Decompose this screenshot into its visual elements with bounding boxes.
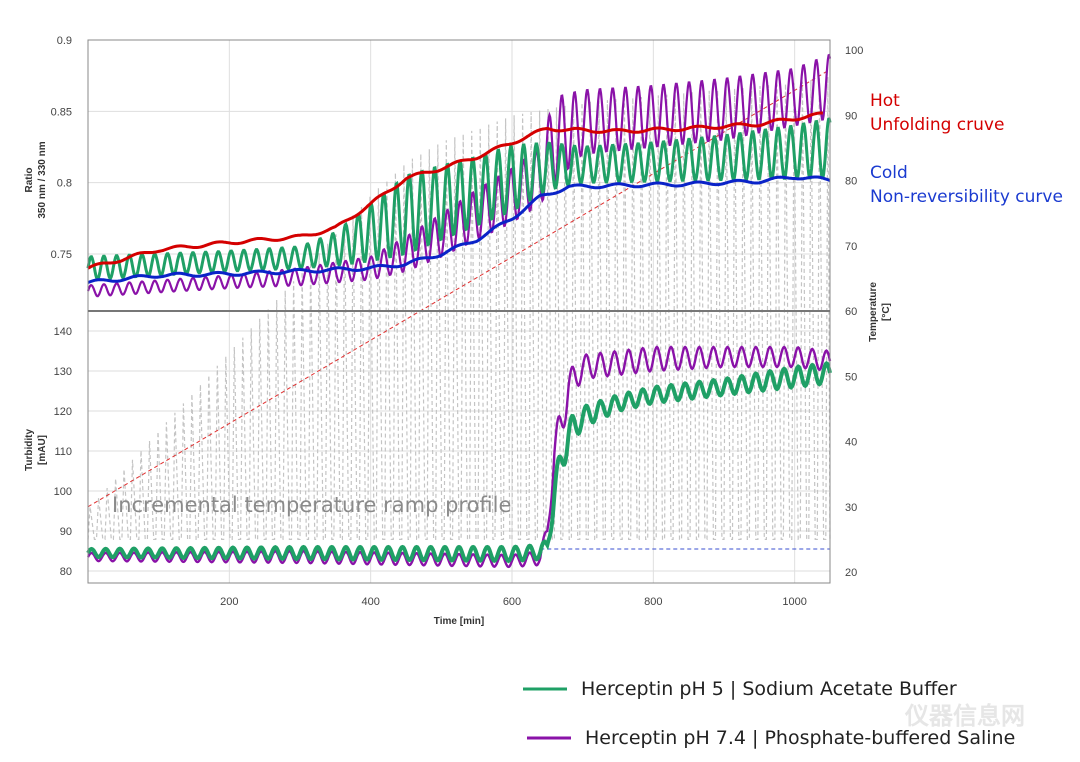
top-y-tick-label-0.9: 0.9 xyxy=(57,35,72,47)
bottom-y-tick-label-110: 110 xyxy=(54,446,72,458)
x-tick-label-600: 600 xyxy=(503,596,521,608)
bottom-y-tick-label-140: 140 xyxy=(54,326,72,338)
annotation-ramp-profile: Incremental temperature ramp profile xyxy=(112,493,511,517)
y2-axis-title-temperature-units: [°C] xyxy=(881,303,892,321)
legend: Herceptin pH 5 | Sodium Acetate Buffer H… xyxy=(523,678,1015,749)
temp-tick-label-90: 90 xyxy=(845,110,857,122)
y-axis-title-ratio: Ratio xyxy=(24,168,35,193)
temp-tick-label-30: 30 xyxy=(845,502,857,514)
bottom-y-tick-label-100: 100 xyxy=(54,486,72,498)
watermark-logo-text: 仪器信息网 xyxy=(904,702,1025,730)
x-tick-label-800: 800 xyxy=(644,596,662,608)
bottom-series-ph5 xyxy=(86,360,832,564)
bottom-y-tick-label-120: 120 xyxy=(54,406,72,418)
top-series-ph74 xyxy=(86,53,832,298)
tick-layer: 200 400 600 800 1000 0.75 0.8 0.85 0.9 80 90 100 110… xyxy=(51,35,864,608)
series-layer xyxy=(86,53,832,569)
temp-tick-label-80: 80 xyxy=(845,176,857,188)
legend-label-ph5: Herceptin pH 5 | Sodium Acetate Buffer xyxy=(581,678,957,700)
temperature-ramp-guide-line xyxy=(87,69,831,508)
temp-tick-label-70: 70 xyxy=(845,241,857,253)
temp-tick-label-60: 60 xyxy=(845,306,857,318)
x-axis-title: Time [min] xyxy=(434,616,484,627)
y-axis-title-ratio-units: 350 nm / 330 nm xyxy=(37,141,48,218)
bottom-series-ph74 xyxy=(86,345,832,569)
x-tick-label-200: 200 xyxy=(220,596,238,608)
temperature-ramp-trace xyxy=(87,76,831,540)
temp-tick-label-100: 100 xyxy=(845,45,863,57)
y-axis-title-turbidity: Turbidity xyxy=(24,429,35,471)
annotation-non-reversibility: Non-reversibility curve xyxy=(870,187,1063,207)
top-series-cold-nonreversibility xyxy=(87,175,831,284)
top-y-tick-label-0.8: 0.8 xyxy=(57,178,72,190)
bottom-y-tick-label-130: 130 xyxy=(54,366,72,378)
temperature-ramp-layer xyxy=(87,69,831,540)
y-axis-title-turbidity-units: [mAU] xyxy=(37,435,48,465)
top-y-tick-label-0.85: 0.85 xyxy=(51,106,72,118)
bottom-y-tick-label-90: 90 xyxy=(60,526,72,538)
x-tick-label-400: 400 xyxy=(361,596,379,608)
y2-axis-title-temperature: Temperature xyxy=(868,282,879,342)
annotation-unfolding: Unfolding cruve xyxy=(870,115,1004,135)
bottom-y-tick-label-80: 80 xyxy=(60,566,72,578)
legend-label-ph74: Herceptin pH 7.4 | Phosphate-buffered Sa… xyxy=(585,727,1015,749)
frame-layer xyxy=(87,39,831,584)
top-y-tick-label-0.75: 0.75 xyxy=(51,249,72,261)
top-series-hot-unfolding xyxy=(87,111,824,270)
annotation-cold: Cold xyxy=(870,163,908,183)
temp-tick-label-20: 20 xyxy=(845,567,857,579)
annotation-hot: Hot xyxy=(870,91,900,111)
x-tick-label-1000: 1000 xyxy=(782,596,806,608)
temp-tick-label-40: 40 xyxy=(845,437,857,449)
temp-tick-label-50: 50 xyxy=(845,371,857,383)
